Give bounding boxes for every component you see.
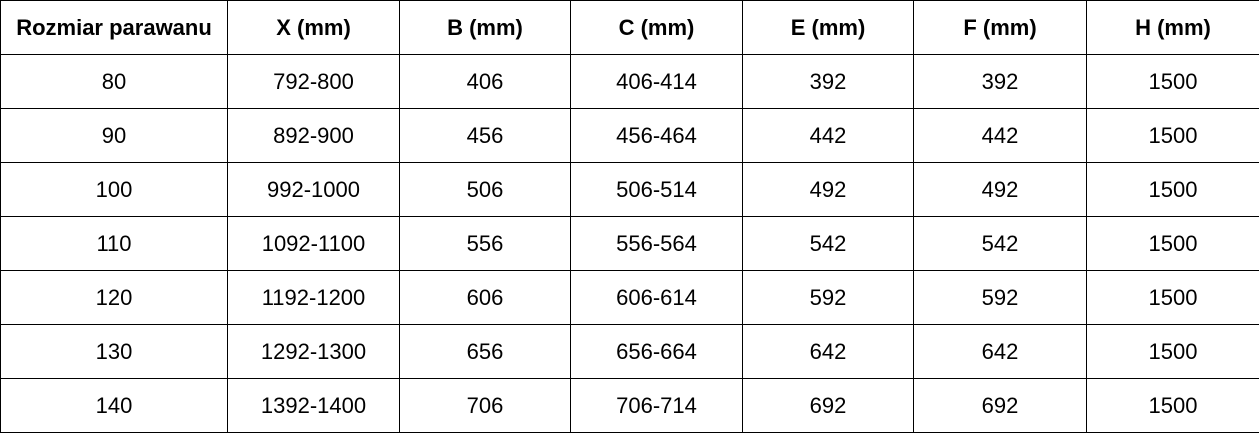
column-header: C (mm) [570,0,743,55]
table-cell: 1292-1300 [227,324,400,379]
table-cell: 1500 [1086,162,1259,217]
table-row: 140 1392-1400 706 706-714 692 692 1500 [0,378,1259,433]
table-cell: 1500 [1086,324,1259,379]
table-cell: 656 [399,324,571,379]
column-header: Rozmiar parawanu [0,0,228,55]
table-cell: 442 [913,108,1087,163]
table-cell: 792-800 [227,54,400,109]
table-row: 120 1192-1200 606 606-614 592 592 1500 [0,270,1259,325]
column-header: B (mm) [399,0,571,55]
table-cell: 456 [399,108,571,163]
column-header: H (mm) [1086,0,1259,55]
table-cell: 592 [742,270,914,325]
table-cell: 506-514 [570,162,743,217]
table-cell: 606 [399,270,571,325]
column-header: E (mm) [742,0,914,55]
table-cell: 392 [913,54,1087,109]
table-row: 130 1292-1300 656 656-664 642 642 1500 [0,324,1259,379]
table-cell: 1092-1100 [227,216,400,271]
table-cell: 542 [913,216,1087,271]
table-cell: 1500 [1086,270,1259,325]
table-cell: 556 [399,216,571,271]
table-cell: 120 [0,270,228,325]
table-cell: 592 [913,270,1087,325]
table-row: 100 992-1000 506 506-514 492 492 1500 [0,162,1259,217]
table-cell: 892-900 [227,108,400,163]
table-cell: 706 [399,378,571,433]
table-cell: 542 [742,216,914,271]
table-cell: 1500 [1086,54,1259,109]
table-cell: 692 [742,378,914,433]
table-cell: 140 [0,378,228,433]
table-cell: 1500 [1086,378,1259,433]
table-cell: 492 [742,162,914,217]
table-cell: 1500 [1086,108,1259,163]
table-cell: 1500 [1086,216,1259,271]
table-cell: 130 [0,324,228,379]
table-cell: 692 [913,378,1087,433]
table-cell: 492 [913,162,1087,217]
column-header: X (mm) [227,0,400,55]
table-cell: 556-564 [570,216,743,271]
table-row: 80 792-800 406 406-414 392 392 1500 [0,54,1259,109]
table-cell: 606-614 [570,270,743,325]
table-cell: 642 [913,324,1087,379]
table-cell: 992-1000 [227,162,400,217]
table-cell: 1192-1200 [227,270,400,325]
table-cell: 90 [0,108,228,163]
table-cell: 110 [0,216,228,271]
table-cell: 406-414 [570,54,743,109]
table-cell: 642 [742,324,914,379]
table-cell: 392 [742,54,914,109]
table-row: 110 1092-1100 556 556-564 542 542 1500 [0,216,1259,271]
column-header: F (mm) [913,0,1087,55]
table-cell: 100 [0,162,228,217]
table-row: 90 892-900 456 456-464 442 442 1500 [0,108,1259,163]
header-row: Rozmiar parawanu X (mm) B (mm) C (mm) E (mm)… [0,0,1259,55]
table-cell: 442 [742,108,914,163]
table-cell: 1392-1400 [227,378,400,433]
table-cell: 80 [0,54,228,109]
table-cell: 506 [399,162,571,217]
table-cell: 656-664 [570,324,743,379]
table-cell: 406 [399,54,571,109]
table-cell: 706-714 [570,378,743,433]
table-cell: 456-464 [570,108,743,163]
